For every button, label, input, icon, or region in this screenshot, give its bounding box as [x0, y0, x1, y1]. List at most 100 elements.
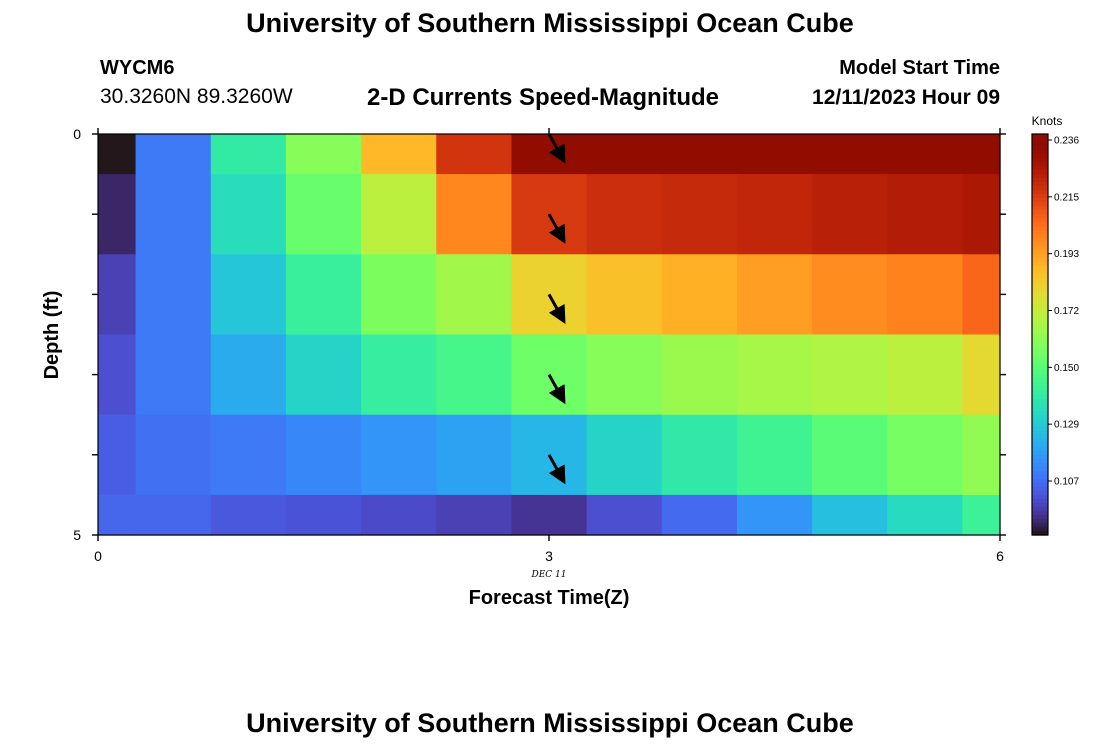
colorbar-segment	[1032, 414, 1048, 420]
colorbar-segment	[1032, 218, 1048, 223]
colorbar-segment	[1032, 242, 1048, 247]
heatmap-cell	[98, 254, 137, 336]
x-date-label: DEC 11	[531, 570, 567, 580]
heatmap-cell	[98, 334, 137, 416]
x-tick-label-3: 3	[545, 548, 553, 564]
colorbar-segment	[1032, 406, 1048, 412]
colorbar-segment	[1032, 374, 1048, 380]
heatmap-cell	[135, 174, 212, 255]
heatmap-cell	[962, 174, 1001, 255]
current-arrow	[547, 293, 566, 325]
colorbar-segment	[1032, 362, 1048, 368]
colorbar-segment	[1032, 266, 1048, 271]
colorbar-segment	[1032, 382, 1048, 388]
heatmap-cell	[586, 494, 663, 536]
colorbar-segment	[1032, 214, 1048, 219]
colorbar-segment	[1032, 530, 1048, 536]
current-arrows	[547, 133, 566, 485]
colorbar-segment	[1032, 238, 1048, 243]
model-start-label: Model Start Time	[839, 57, 1000, 79]
colorbar-segment	[1032, 402, 1048, 408]
heatmap-cell	[210, 134, 287, 175]
heatmap-cell	[285, 334, 362, 416]
heatmap-cell	[812, 414, 888, 496]
colorbar-segment	[1032, 342, 1048, 348]
colorbar-tick-label: 0.236	[1054, 136, 1079, 147]
colorbar-segment	[1032, 326, 1048, 332]
y-tick-label-0: 0	[73, 126, 81, 142]
colorbar-segment	[1032, 154, 1048, 159]
colorbar-frame	[1031, 133, 1049, 536]
heatmap-cell	[361, 174, 437, 255]
heatmap-cell	[436, 134, 513, 175]
colorbar-segment	[1032, 202, 1048, 207]
colorbar-segment	[1032, 194, 1048, 199]
heatmap-cell	[210, 254, 287, 336]
colorbar-segment	[1032, 274, 1048, 279]
heatmap-cell	[210, 334, 287, 416]
heatmap-cell	[586, 134, 663, 175]
y-axis-label: Depth (ft)	[41, 291, 63, 380]
colorbar-segment	[1032, 350, 1048, 356]
x-axis-label: Forecast Time(Z)	[469, 587, 630, 609]
heatmap-cell	[210, 414, 287, 496]
colorbar-tick-label: 0.215	[1054, 192, 1079, 203]
heatmap-cell	[661, 494, 738, 536]
colorbar-segment	[1032, 210, 1048, 215]
colorbar-segment	[1032, 246, 1048, 251]
heatmap-cells	[98, 134, 1001, 536]
heatmap-cell	[736, 134, 813, 175]
heatmap-cell	[586, 254, 663, 336]
model-start-value: 12/11/2023 Hour 09	[812, 86, 1000, 109]
colorbar-segment	[1032, 258, 1048, 263]
heatmap-cell	[812, 134, 888, 175]
heatmap-cell	[736, 494, 813, 536]
heatmap-cell	[812, 334, 888, 416]
heatmap-cell	[135, 494, 212, 536]
heatmap-cell	[436, 414, 513, 496]
heatmap-cell	[736, 174, 813, 255]
colorbar-segment	[1032, 422, 1048, 428]
colorbar-segment	[1032, 174, 1048, 179]
colorbar-segment	[1032, 442, 1048, 448]
heatmap-cell	[210, 494, 287, 536]
colorbar-tick-label: 0.107	[1054, 477, 1079, 488]
heatmap-cell	[98, 174, 137, 255]
colorbar-segment	[1032, 198, 1048, 203]
colorbar-segment	[1032, 410, 1048, 416]
x-tick-label-6: 6	[996, 548, 1004, 564]
colorbar-segment	[1032, 446, 1048, 452]
heatmap-cell	[887, 334, 964, 416]
colorbar-segment	[1032, 398, 1048, 404]
heatmap-cell	[436, 174, 513, 255]
colorbar-segment	[1032, 510, 1048, 516]
colorbar-segment	[1032, 346, 1048, 352]
colorbar-segment	[1032, 270, 1048, 275]
heatmap-cell	[887, 134, 964, 175]
heatmap-cell	[361, 334, 437, 416]
colorbar-segment	[1032, 462, 1048, 468]
heatmap-cell	[361, 134, 437, 175]
colorbar-segment	[1032, 190, 1048, 195]
colorbar-segment	[1032, 166, 1048, 171]
heatmap-cell	[962, 134, 1001, 175]
heatmap-cell	[98, 414, 137, 496]
colorbar-segment	[1032, 278, 1048, 283]
colorbar-segment	[1032, 250, 1048, 255]
axis-ticks	[92, 128, 1006, 541]
colorbar-segment	[1032, 466, 1048, 472]
colorbar-segment	[1032, 474, 1048, 480]
colorbar-segment	[1032, 310, 1048, 316]
colorbar-segment	[1032, 286, 1048, 291]
heatmap-cell	[736, 414, 813, 496]
heatmap-cell	[661, 174, 738, 255]
heatmap-cell	[436, 254, 513, 336]
colorbar-segment	[1032, 526, 1048, 532]
heatmap-cell	[736, 334, 813, 416]
colorbar-segment	[1032, 514, 1048, 520]
colorbar-segment	[1032, 394, 1048, 400]
colorbar-segment	[1032, 142, 1048, 147]
heatmap-cell	[361, 414, 437, 496]
colorbar-segment	[1032, 330, 1048, 336]
colorbar-segment	[1032, 282, 1048, 287]
